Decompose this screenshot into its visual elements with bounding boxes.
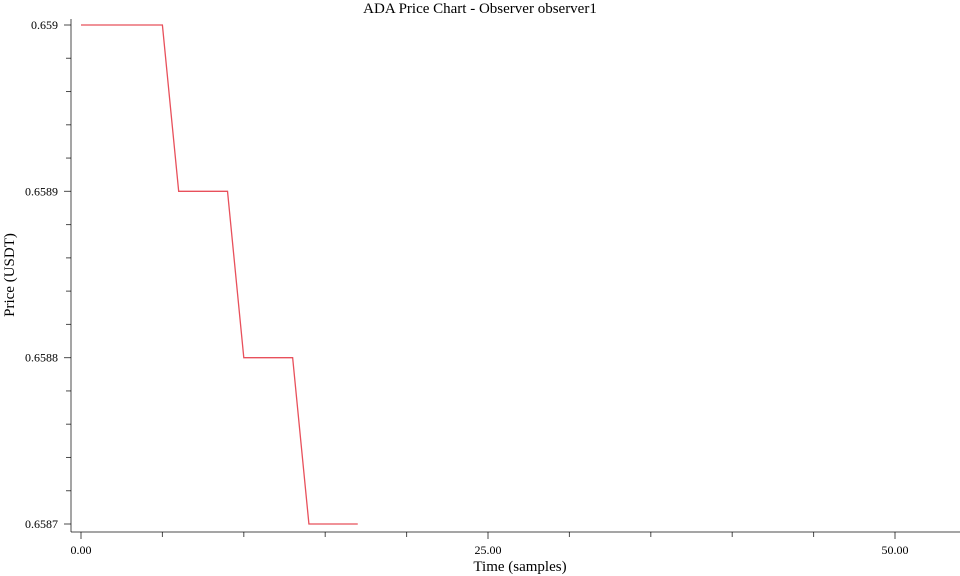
y-tick-label: 0.6588 bbox=[25, 351, 58, 365]
y-axis-label: Price (USDT) bbox=[2, 233, 18, 317]
y-tick-label: 0.659 bbox=[31, 18, 58, 32]
plot-area bbox=[81, 24, 358, 525]
axes: 0.00 25.00 50.00 0.6587 0.6588 0.6589 0.659 bbox=[25, 18, 960, 557]
x-axis-label: Time (samples) bbox=[473, 559, 566, 575]
y-tick-label: 0.6589 bbox=[25, 184, 58, 198]
series-line-0 bbox=[81, 24, 358, 525]
x-tick-label: 0.00 bbox=[71, 543, 92, 557]
x-tick-label: 50.00 bbox=[882, 543, 909, 557]
y-tick-label: 0.6587 bbox=[25, 517, 58, 531]
x-tick-label: 25.00 bbox=[475, 543, 502, 557]
chart-title: ADA Price Chart - Observer observer1 bbox=[363, 1, 597, 17]
